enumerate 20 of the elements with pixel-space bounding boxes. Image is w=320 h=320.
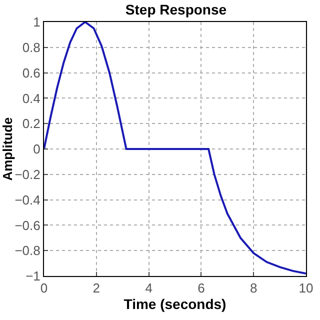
y-tick-label: 1 bbox=[33, 14, 40, 30]
x-tick-label: 10 bbox=[298, 280, 314, 296]
y-tick-label: 0.4 bbox=[22, 90, 40, 106]
y-axis-title: Amplitude bbox=[0, 117, 15, 181]
y-tick-label: −1 bbox=[26, 268, 40, 284]
y-tick-label: −0.4 bbox=[14, 192, 40, 208]
y-tick-label: 0.2 bbox=[22, 116, 40, 132]
y-tick-label: 0 bbox=[33, 142, 40, 157]
x-axis-title: Time (seconds) bbox=[124, 296, 226, 312]
x-tick-label: 8 bbox=[250, 280, 258, 296]
y-tick-label: −0.8 bbox=[14, 243, 40, 258]
x-tick-label: 4 bbox=[145, 280, 152, 296]
y-tick-label: 0.6 bbox=[22, 65, 40, 80]
x-tick-label: 2 bbox=[92, 280, 100, 296]
line-series bbox=[44, 22, 306, 274]
y-tick-label: 0.8 bbox=[22, 40, 40, 55]
x-tick-label: 6 bbox=[198, 280, 205, 296]
y-tick-label: −0.6 bbox=[14, 218, 40, 233]
y-tick-label: −0.2 bbox=[14, 166, 40, 182]
chart-title: Step Response bbox=[125, 2, 227, 18]
